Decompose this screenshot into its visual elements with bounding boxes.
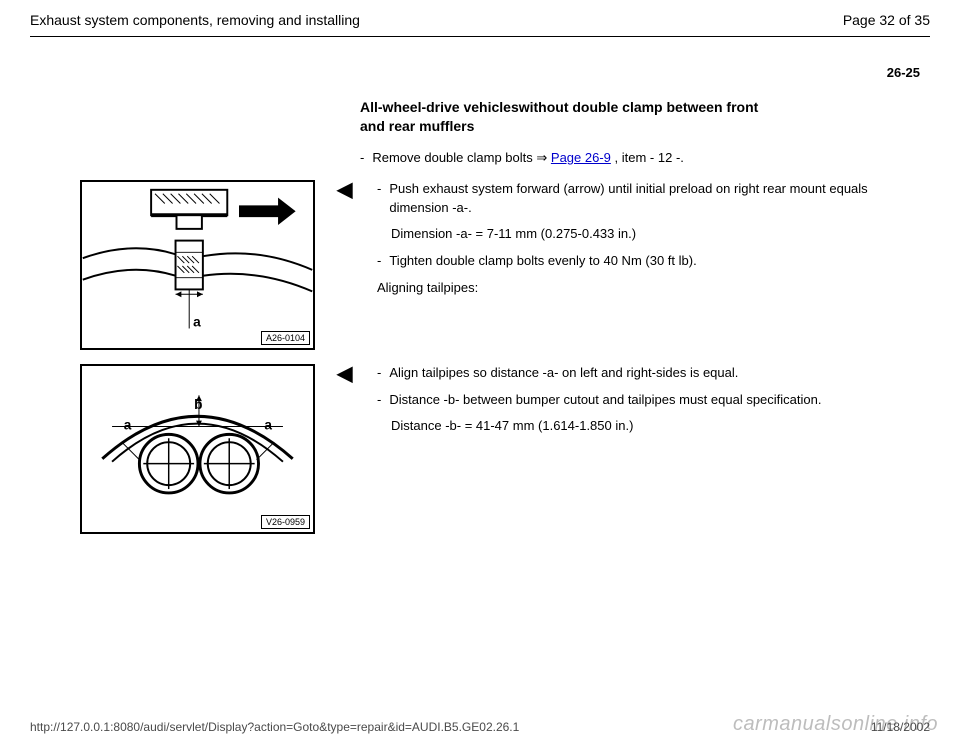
figure-1: a A26-0104 bbox=[80, 180, 315, 350]
section-title: All-wheel-drive vehicleswithout double c… bbox=[360, 98, 760, 136]
intro-prefix: Remove double clamp bolts bbox=[372, 150, 536, 165]
b2-dim: Distance -b- = 41-47 mm (1.614-1.850 in.… bbox=[391, 417, 821, 436]
page-link[interactable]: Page 26-9 bbox=[551, 150, 611, 165]
page-number: Page 32 of 35 bbox=[843, 12, 930, 28]
footer-url: http://127.0.0.1:8080/audi/servlet/Displ… bbox=[30, 720, 519, 734]
b1-dim: Dimension -a- = 7-11 mm (0.275-0.433 in.… bbox=[391, 225, 897, 244]
header-rule bbox=[30, 36, 930, 37]
figure-2: a a b V26-0959 bbox=[80, 364, 315, 534]
block-2-text: Align tailpipes so distance -a- on left … bbox=[377, 364, 821, 445]
b2-item1: Align tailpipes so distance -a- on left … bbox=[377, 364, 821, 383]
intro-list: Remove double clamp bolts ⇒ Page 26-9 , … bbox=[360, 150, 780, 166]
b1-item1: Push exhaust system forward (arrow) unti… bbox=[377, 180, 897, 218]
svg-text:a: a bbox=[124, 417, 132, 432]
svg-text:a: a bbox=[264, 417, 272, 432]
b2-item2: Distance -b- between bumper cutout and t… bbox=[377, 391, 821, 410]
b1-item2: Tighten double clamp bolts evenly to 40 … bbox=[377, 252, 897, 271]
block-1: a A26-0104 ◀ Push exhaust system forward… bbox=[80, 180, 930, 350]
figure-1-id: A26-0104 bbox=[261, 331, 310, 345]
block-1-text: Push exhaust system forward (arrow) unti… bbox=[377, 180, 897, 302]
pointer-icon: ◀ bbox=[337, 364, 355, 384]
doc-title: Exhaust system components, removing and … bbox=[30, 12, 360, 28]
figure-2-id: V26-0959 bbox=[261, 515, 310, 529]
footer-date: 11/18/2002 bbox=[871, 720, 930, 734]
svg-text:a: a bbox=[193, 314, 201, 329]
content: All-wheel-drive vehicleswithout double c… bbox=[80, 98, 930, 534]
header-row: Exhaust system components, removing and … bbox=[30, 12, 930, 34]
intro-item: Remove double clamp bolts ⇒ Page 26-9 , … bbox=[360, 150, 780, 166]
block-2: a a b V26-0959 ◀ Align tailpipes so bbox=[80, 364, 930, 534]
figure-2-svg: a a b bbox=[82, 366, 313, 532]
footer: http://127.0.0.1:8080/audi/servlet/Displ… bbox=[0, 720, 960, 734]
page: Exhaust system components, removing and … bbox=[0, 0, 960, 742]
figure-1-svg: a bbox=[82, 182, 313, 348]
intro-suffix: , item - 12 -. bbox=[615, 150, 684, 165]
page-code: 26-25 bbox=[30, 65, 930, 80]
arrow-icon: ⇒ bbox=[536, 150, 547, 165]
b1-subhead: Aligning tailpipes: bbox=[377, 279, 897, 298]
pointer-icon: ◀ bbox=[337, 180, 355, 200]
